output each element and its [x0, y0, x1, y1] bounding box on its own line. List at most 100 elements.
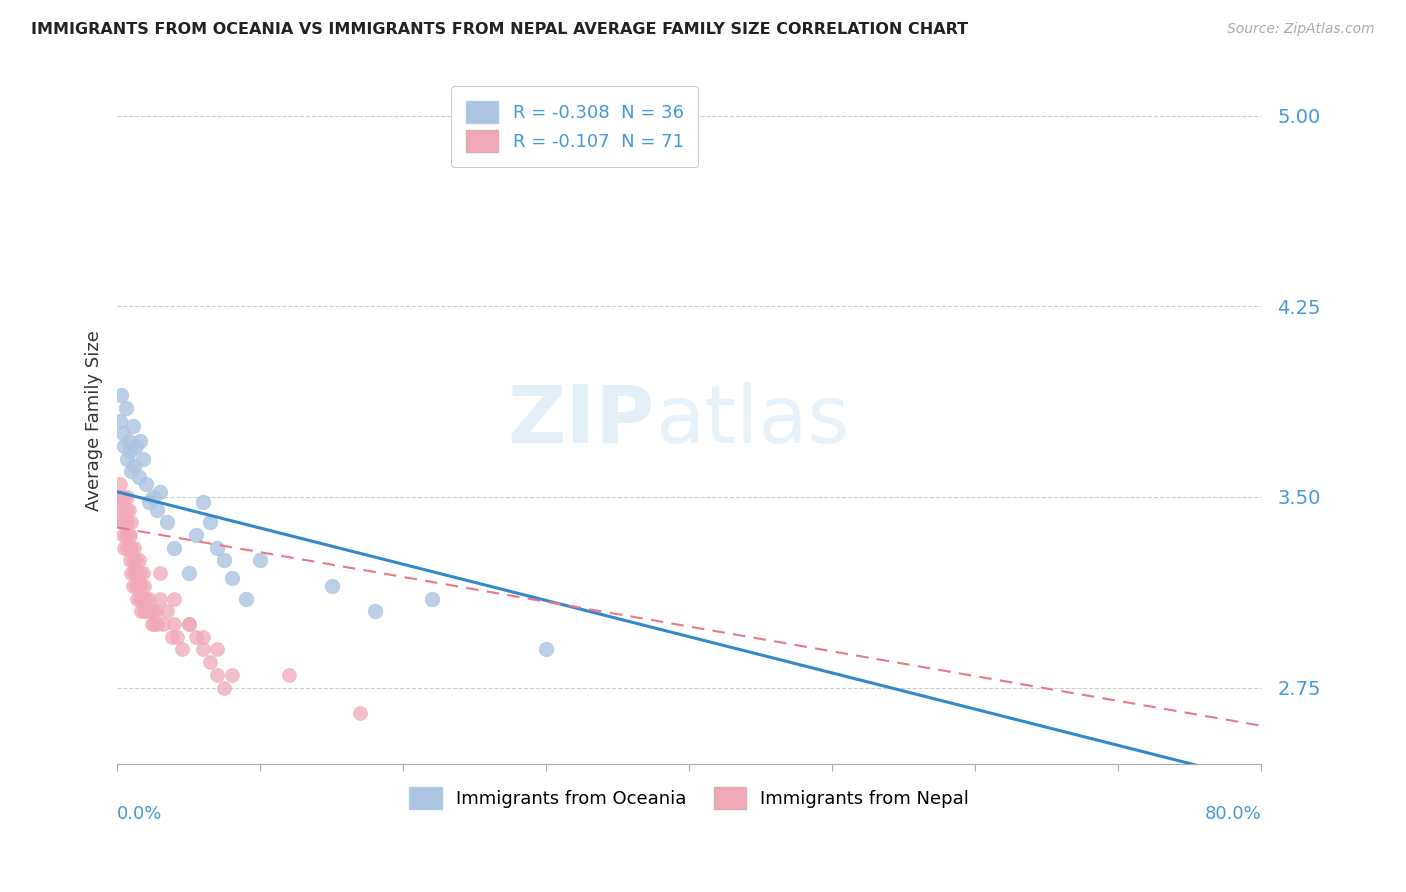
Point — [122, 579, 145, 593]
Point — [198, 655, 221, 669]
Point — [131, 579, 153, 593]
Point — [138, 495, 160, 509]
Point — [132, 591, 155, 606]
Point — [132, 566, 155, 581]
Point — [115, 490, 138, 504]
Point — [127, 591, 149, 606]
Point — [114, 528, 136, 542]
Point — [128, 553, 150, 567]
Legend: Immigrants from Oceania, Immigrants from Nepal: Immigrants from Oceania, Immigrants from… — [395, 772, 984, 823]
Point — [110, 490, 132, 504]
Point — [107, 490, 129, 504]
Point — [132, 451, 155, 466]
Point — [115, 541, 138, 555]
Point — [142, 490, 165, 504]
Point — [163, 617, 186, 632]
Point — [112, 490, 135, 504]
Point — [124, 459, 146, 474]
Point — [214, 553, 236, 567]
Point — [146, 502, 169, 516]
Point — [534, 642, 557, 657]
Point — [114, 502, 136, 516]
Point — [145, 604, 167, 618]
Point — [134, 604, 156, 618]
Point — [160, 630, 183, 644]
Point — [115, 516, 138, 530]
Point — [120, 528, 142, 542]
Point — [138, 591, 160, 606]
Point — [221, 668, 243, 682]
Point — [420, 591, 443, 606]
Point — [198, 516, 221, 530]
Point — [111, 502, 134, 516]
Point — [177, 617, 200, 632]
Point — [117, 541, 139, 555]
Text: atlas: atlas — [655, 382, 849, 459]
Point — [131, 604, 153, 618]
Point — [1178, 770, 1201, 784]
Point — [149, 591, 172, 606]
Point — [191, 495, 214, 509]
Point — [128, 469, 150, 483]
Point — [125, 439, 148, 453]
Point — [207, 642, 229, 657]
Point — [184, 630, 207, 644]
Point — [143, 617, 166, 632]
Text: 0.0%: 0.0% — [117, 805, 163, 823]
Point — [277, 668, 299, 682]
Point — [115, 451, 138, 466]
Point — [112, 516, 135, 530]
Point — [152, 617, 174, 632]
Point — [125, 553, 148, 567]
Point — [177, 617, 200, 632]
Point — [121, 465, 143, 479]
Point — [214, 681, 236, 695]
Point — [363, 604, 385, 618]
Point — [122, 418, 145, 433]
Point — [136, 604, 159, 618]
Point — [249, 553, 271, 567]
Point — [156, 516, 179, 530]
Point — [235, 591, 257, 606]
Text: IMMIGRANTS FROM OCEANIA VS IMMIGRANTS FROM NEPAL AVERAGE FAMILY SIZE CORRELATION: IMMIGRANTS FROM OCEANIA VS IMMIGRANTS FR… — [31, 22, 969, 37]
Point — [128, 579, 150, 593]
Point — [111, 426, 134, 441]
Point — [142, 604, 165, 618]
Point — [112, 541, 135, 555]
Point — [108, 414, 131, 428]
Point — [321, 579, 343, 593]
Point — [349, 706, 371, 720]
Point — [135, 591, 157, 606]
Point — [124, 541, 146, 555]
Point — [129, 434, 152, 448]
Point — [125, 579, 148, 593]
Point — [141, 617, 163, 632]
Point — [156, 604, 179, 618]
Point — [139, 604, 162, 618]
Point — [129, 566, 152, 581]
Point — [114, 401, 136, 415]
Point — [163, 591, 186, 606]
Point — [207, 541, 229, 555]
Point — [177, 566, 200, 581]
Point — [170, 642, 193, 657]
Point — [121, 566, 143, 581]
Point — [117, 528, 139, 542]
Point — [120, 553, 142, 567]
Point — [111, 528, 134, 542]
Point — [146, 617, 169, 632]
Point — [117, 434, 139, 448]
Point — [117, 502, 139, 516]
Point — [135, 477, 157, 491]
Point — [184, 528, 207, 542]
Point — [121, 541, 143, 555]
Point — [124, 566, 146, 581]
Text: 80.0%: 80.0% — [1205, 805, 1261, 823]
Point — [110, 388, 132, 402]
Point — [163, 541, 186, 555]
Point — [120, 444, 142, 458]
Point — [149, 566, 172, 581]
Point — [221, 571, 243, 585]
Text: Source: ZipAtlas.com: Source: ZipAtlas.com — [1227, 22, 1375, 37]
Point — [149, 484, 172, 499]
